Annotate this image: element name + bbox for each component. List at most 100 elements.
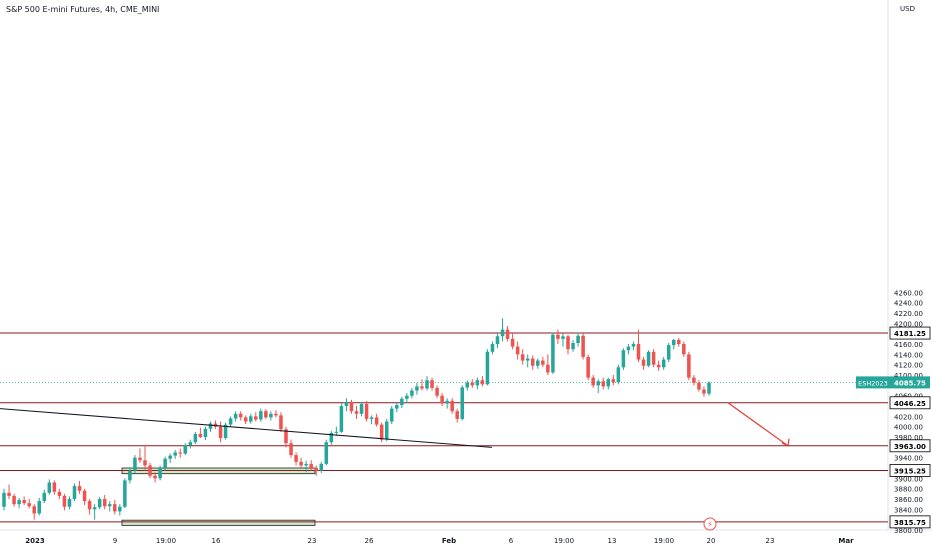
candle-body: [480, 380, 485, 385]
candle-body: [425, 380, 429, 389]
symbol-label-box: [856, 376, 890, 389]
candle-body: [354, 411, 359, 414]
candle-body: [2, 492, 6, 507]
x-tick-label: 9: [113, 537, 117, 545]
candle-body: [591, 377, 595, 386]
candle-body: [359, 403, 364, 414]
candle-body: [374, 417, 379, 425]
projection-arrow-head: [781, 438, 790, 447]
candle-body: [12, 495, 16, 505]
level-label-box: [889, 464, 931, 477]
candle-body: [294, 455, 298, 462]
candle-body: [188, 442, 193, 446]
candle-body: [702, 389, 706, 394]
candle-body: [445, 400, 449, 404]
candle-body: [475, 380, 480, 386]
y-tick-label: 3940.00: [894, 455, 923, 463]
y-tick-label: 4140.00: [894, 351, 923, 359]
candle-body: [525, 358, 530, 361]
candle-body: [254, 416, 258, 420]
candle-body: [606, 379, 611, 387]
candle-body: [389, 408, 394, 422]
candle-body: [319, 463, 324, 471]
candle-body: [52, 482, 57, 492]
candle-body: [32, 506, 36, 514]
candle-body: [203, 428, 208, 438]
candle-body: [143, 460, 147, 466]
candle-body: [309, 463, 313, 469]
x-tick-label: 6: [509, 537, 514, 545]
candle-body: [299, 461, 303, 466]
candle-body: [666, 345, 671, 360]
candle-body: [556, 334, 560, 339]
replay-icon[interactable]: ⚡: [703, 517, 717, 531]
candle-body: [677, 339, 681, 345]
candle-body: [284, 429, 288, 444]
x-tick-label: 20: [707, 537, 716, 545]
candle-body: [208, 423, 213, 429]
price-axis[interactable]: 3800.003820.003840.003860.003880.003900.…: [894, 289, 923, 535]
candle-body: [656, 364, 661, 368]
x-tick-label: Mar: [838, 537, 854, 545]
candle-body: [87, 501, 92, 510]
y-tick-label: 3860.00: [894, 496, 923, 504]
candle-body: [7, 492, 11, 496]
candle-body: [248, 416, 253, 422]
candle-body: [530, 358, 535, 366]
candle-body: [495, 336, 500, 345]
y-tick-label: 4240.00: [894, 300, 923, 308]
candle-body: [395, 404, 399, 409]
current-price-label: 4085.75: [894, 379, 926, 387]
candle-body: [97, 499, 102, 508]
candle-body: [581, 335, 585, 357]
candle-body: [314, 468, 318, 471]
candle-body: [163, 458, 167, 469]
candle-body: [551, 334, 555, 373]
candle-body: [133, 457, 137, 471]
candle-body: [621, 350, 626, 368]
x-tick-label: 13: [608, 537, 617, 545]
candle-body: [148, 465, 152, 476]
level-label-box: [889, 515, 931, 529]
candle-body: [289, 443, 293, 456]
candle-body: [601, 381, 606, 387]
candle-body: [626, 346, 631, 351]
candle-body: [22, 500, 26, 504]
candle-body: [334, 431, 339, 433]
chart-title: S&P 500 E-mini Futures, 4h, CME_MINI: [6, 5, 160, 14]
drawings: [0, 402, 790, 448]
candle-body: [616, 367, 621, 383]
y-tick-label: 4220.00: [894, 310, 923, 318]
candle-body: [168, 455, 172, 459]
candle-body: [651, 351, 656, 365]
candle-body: [707, 382, 711, 394]
y-tick-label: 4020.00: [894, 413, 923, 421]
candles: [2, 318, 711, 520]
candle-body: [264, 411, 268, 418]
candle-body: [158, 468, 162, 479]
level-label: 4046.25: [894, 400, 926, 408]
candle-body: [138, 457, 142, 461]
candle-body: [102, 499, 107, 507]
candle-body: [82, 490, 87, 502]
candle-body: [37, 501, 42, 514]
time-axis[interactable]: 2023 9 19:00 16 23 26 Feb 6 19:00 13 19:00 20 23 Mar: [25, 537, 854, 545]
symbol-label: ESH2023: [858, 379, 888, 387]
candle-body: [72, 486, 77, 500]
candle-body: [596, 381, 600, 386]
candle-body: [586, 356, 590, 378]
candle-body: [415, 386, 419, 391]
candle-body: [259, 411, 263, 420]
y-tick-label: 4160.00: [894, 341, 923, 349]
candle-body: [636, 344, 641, 360]
candle-body: [42, 492, 47, 502]
candle-body: [536, 360, 540, 366]
y-tick-label: 4000.00: [894, 424, 923, 432]
candle-body: [505, 329, 510, 339]
candle-body: [435, 387, 439, 396]
candle-body: [490, 344, 495, 352]
candle-body: [324, 442, 329, 464]
candle-body: [17, 500, 21, 505]
candle-body: [269, 413, 273, 418]
